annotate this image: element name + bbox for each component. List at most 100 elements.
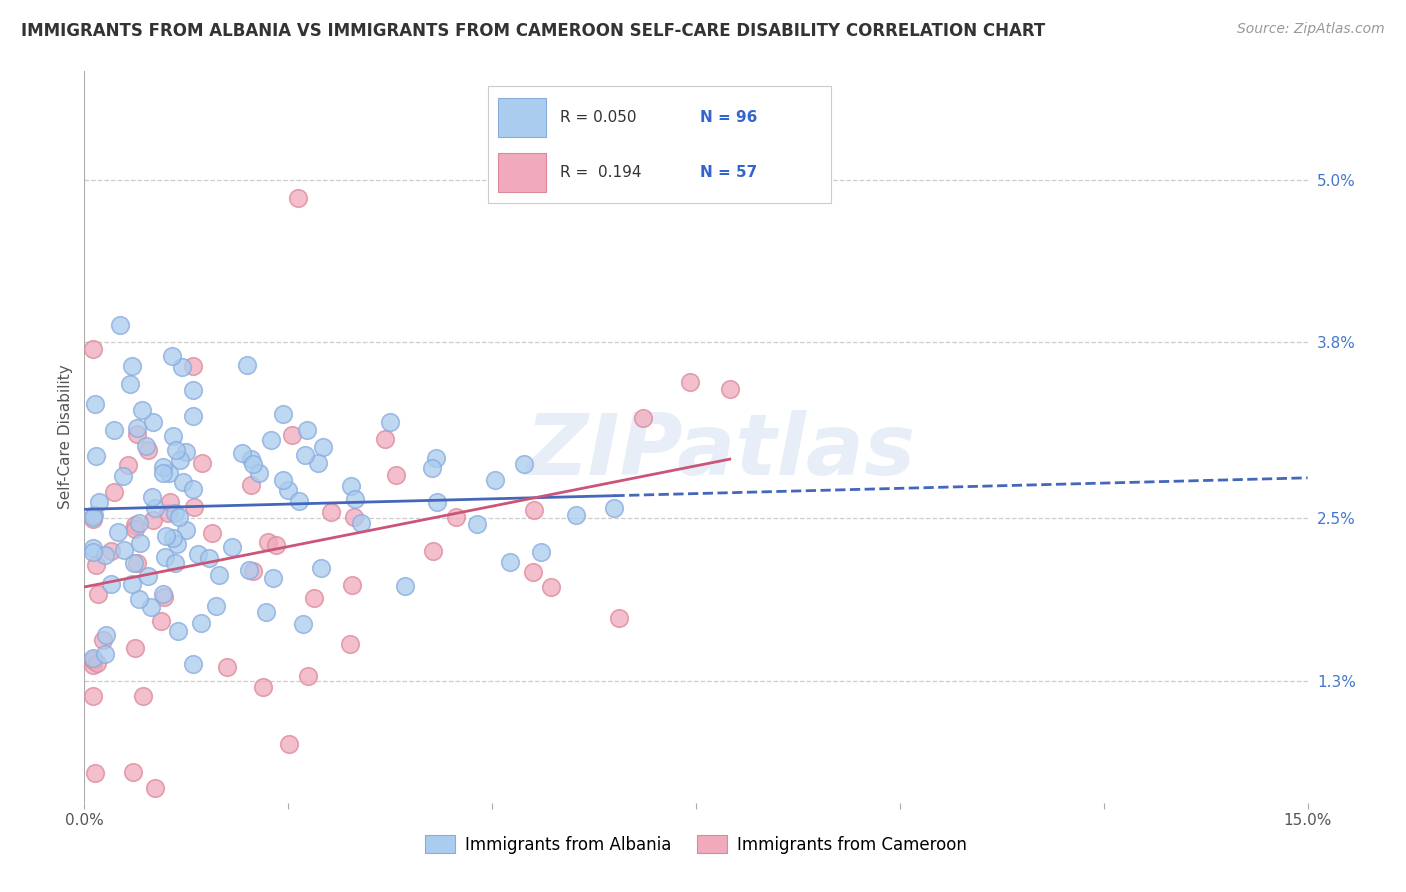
Point: [240, 452, 263, 467]
Point: [162, 429, 184, 443]
Point: [153, 549, 176, 564]
Point: [125, 557, 148, 571]
Point: [142, 513, 165, 527]
Point: [167, 510, 190, 524]
Point: [100, 577, 122, 591]
Point: [176, 524, 198, 538]
Point: [84, 765, 107, 780]
Point: [239, 478, 262, 492]
Point: [82, 545, 104, 559]
Point: [91, 633, 114, 648]
Point: [124, 522, 146, 536]
Point: [385, 467, 408, 482]
Point: [135, 439, 157, 453]
Point: [149, 614, 172, 628]
Point: [155, 529, 177, 543]
Point: [499, 555, 522, 569]
Point: [142, 415, 165, 429]
Point: [540, 580, 562, 594]
Point: [122, 764, 145, 779]
Point: [86, 656, 108, 670]
Point: [422, 544, 444, 558]
Point: [82, 512, 104, 526]
Point: [86, 558, 108, 573]
Point: [238, 563, 260, 577]
Point: [141, 490, 163, 504]
Point: [292, 616, 315, 631]
Point: [603, 500, 626, 515]
Point: [262, 571, 284, 585]
Point: [319, 505, 342, 519]
Point: [136, 569, 159, 583]
Point: [425, 451, 447, 466]
Point: [162, 531, 184, 545]
Point: [121, 359, 143, 373]
Point: [294, 448, 316, 462]
Point: [309, 561, 332, 575]
Point: [159, 495, 181, 509]
Point: [420, 461, 443, 475]
Point: [83, 508, 105, 523]
Point: [108, 318, 131, 332]
Point: [152, 460, 174, 475]
Point: [201, 525, 224, 540]
Point: [187, 547, 209, 561]
Point: [242, 457, 264, 471]
Point: [163, 556, 186, 570]
Point: [484, 473, 506, 487]
Point: [121, 577, 143, 591]
Point: [215, 660, 238, 674]
Point: [84, 397, 107, 411]
Point: [153, 590, 176, 604]
Point: [122, 556, 145, 570]
Point: [522, 565, 544, 579]
Point: [128, 535, 150, 549]
Point: [205, 599, 228, 613]
Point: [288, 493, 311, 508]
Point: [141, 600, 163, 615]
Text: ZIPatlas: ZIPatlas: [526, 410, 915, 493]
Point: [198, 551, 221, 566]
Point: [82, 658, 104, 673]
Point: [160, 349, 183, 363]
Point: [426, 495, 449, 509]
Point: [340, 479, 363, 493]
Point: [297, 669, 319, 683]
Point: [152, 467, 174, 481]
Point: [94, 648, 117, 662]
Point: [374, 432, 396, 446]
Text: IMMIGRANTS FROM ALBANIA VS IMMIGRANTS FROM CAMEROON SELF-CARE DISABILITY CORRELA: IMMIGRANTS FROM ALBANIA VS IMMIGRANTS FR…: [21, 22, 1045, 40]
Point: [128, 516, 150, 531]
Text: Source: ZipAtlas.com: Source: ZipAtlas.com: [1237, 22, 1385, 37]
Point: [343, 492, 366, 507]
Point: [465, 517, 488, 532]
Point: [143, 501, 166, 516]
Point: [181, 383, 204, 397]
Point: [94, 548, 117, 562]
Point: [523, 503, 546, 517]
Point: [181, 359, 204, 374]
Y-axis label: Self-Care Disability: Self-Care Disability: [58, 365, 73, 509]
Point: [111, 469, 134, 483]
Point: [235, 358, 257, 372]
Point: [82, 689, 104, 703]
Point: [157, 506, 180, 520]
Point: [172, 475, 194, 489]
Point: [190, 615, 212, 630]
Point: [100, 544, 122, 558]
Point: [281, 428, 304, 442]
Point: [124, 517, 146, 532]
Point: [607, 610, 630, 624]
Point: [174, 445, 197, 459]
Point: [254, 605, 277, 619]
Point: [394, 579, 416, 593]
Point: [339, 638, 361, 652]
Point: [247, 467, 270, 481]
Point: [163, 506, 186, 520]
Point: [107, 524, 129, 539]
Point: [343, 510, 366, 524]
Point: [103, 485, 125, 500]
Point: [565, 508, 588, 523]
Point: [350, 516, 373, 530]
Point: [380, 415, 402, 429]
